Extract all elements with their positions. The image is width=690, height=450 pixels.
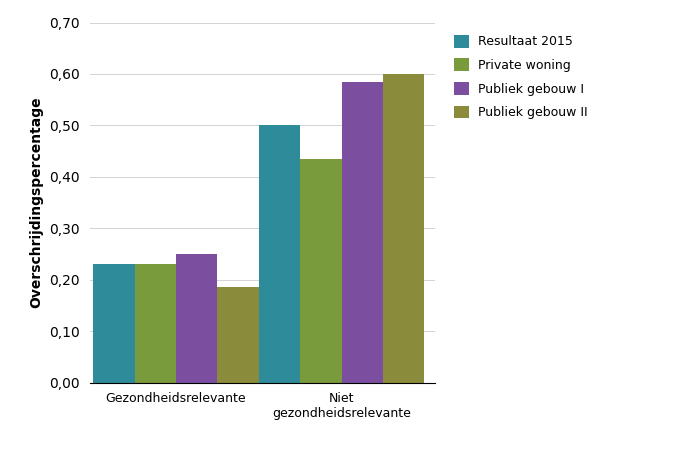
Legend: Resultaat 2015, Private woning, Publiek gebouw I, Publiek gebouw II: Resultaat 2015, Private woning, Publiek … <box>448 30 593 124</box>
Bar <box>217 288 259 382</box>
Bar <box>300 159 342 382</box>
Bar <box>342 81 383 382</box>
Y-axis label: Overschrijdingspercentage: Overschrijdingspercentage <box>30 97 43 308</box>
Bar <box>383 74 424 382</box>
Bar <box>259 126 300 382</box>
Bar <box>93 264 135 382</box>
Bar <box>135 264 176 382</box>
Bar <box>176 254 217 382</box>
